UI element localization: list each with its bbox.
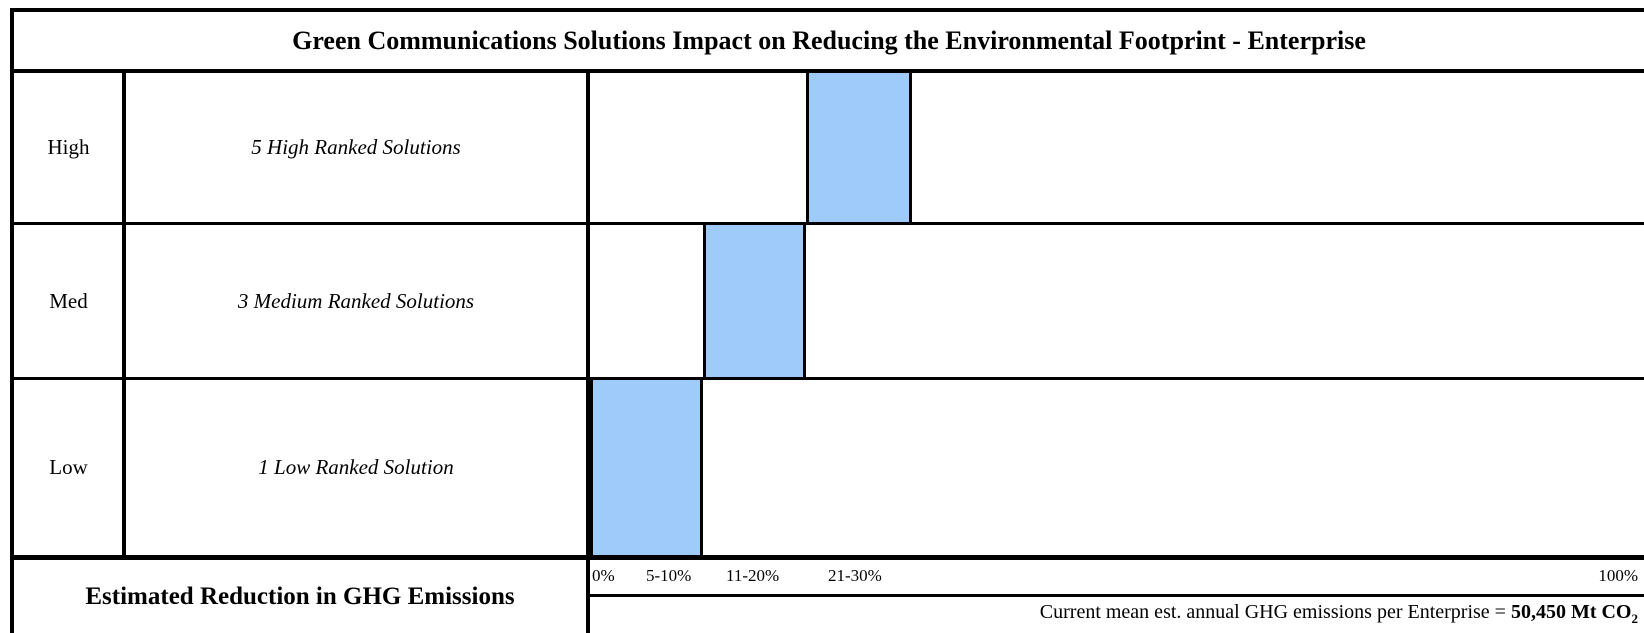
tick-label-2: 11-20% xyxy=(726,566,780,585)
chart-frame xyxy=(10,8,1644,633)
rank-label-low: Low xyxy=(49,455,88,479)
solutions-label-med: 3 Medium Ranked Solutions xyxy=(237,288,475,313)
divider-plot-col xyxy=(586,73,590,633)
rank-label-high: High xyxy=(47,135,90,159)
divider-axis xyxy=(586,594,1644,597)
bar-low xyxy=(590,380,703,555)
divider-row-2 xyxy=(10,377,1644,380)
emissions-note: Current mean est. annual GHG emissions p… xyxy=(1040,601,1638,627)
tick-label-3: 21-30% xyxy=(828,566,882,585)
bar-high xyxy=(806,73,912,222)
rank-label-med: Med xyxy=(49,288,88,313)
tick-label-0: 0% xyxy=(592,566,615,585)
tick-label-4: 100% xyxy=(1598,566,1638,585)
chart-title: Green Communications Solutions Impact on… xyxy=(292,26,1366,55)
divider-row-1 xyxy=(10,222,1644,225)
emissions-note-subscript: 2 xyxy=(1631,611,1639,626)
tick-label-1: 5-10% xyxy=(646,566,692,585)
solutions-label-high: 5 High Ranked Solutions xyxy=(251,135,461,159)
divider-footer xyxy=(10,555,1644,560)
divider-title xyxy=(10,69,1644,73)
x-axis-label: Estimated Reduction in GHG Emissions xyxy=(85,582,515,610)
bar-med xyxy=(703,225,806,377)
emissions-note-text: Current mean est. annual GHG emissions p… xyxy=(1039,601,1511,623)
divider-rank-col xyxy=(122,73,126,555)
emissions-note-value: 50,450 Mt CO2 xyxy=(1510,601,1639,626)
solutions-label-low: 1 Low Ranked Solution xyxy=(258,455,454,479)
